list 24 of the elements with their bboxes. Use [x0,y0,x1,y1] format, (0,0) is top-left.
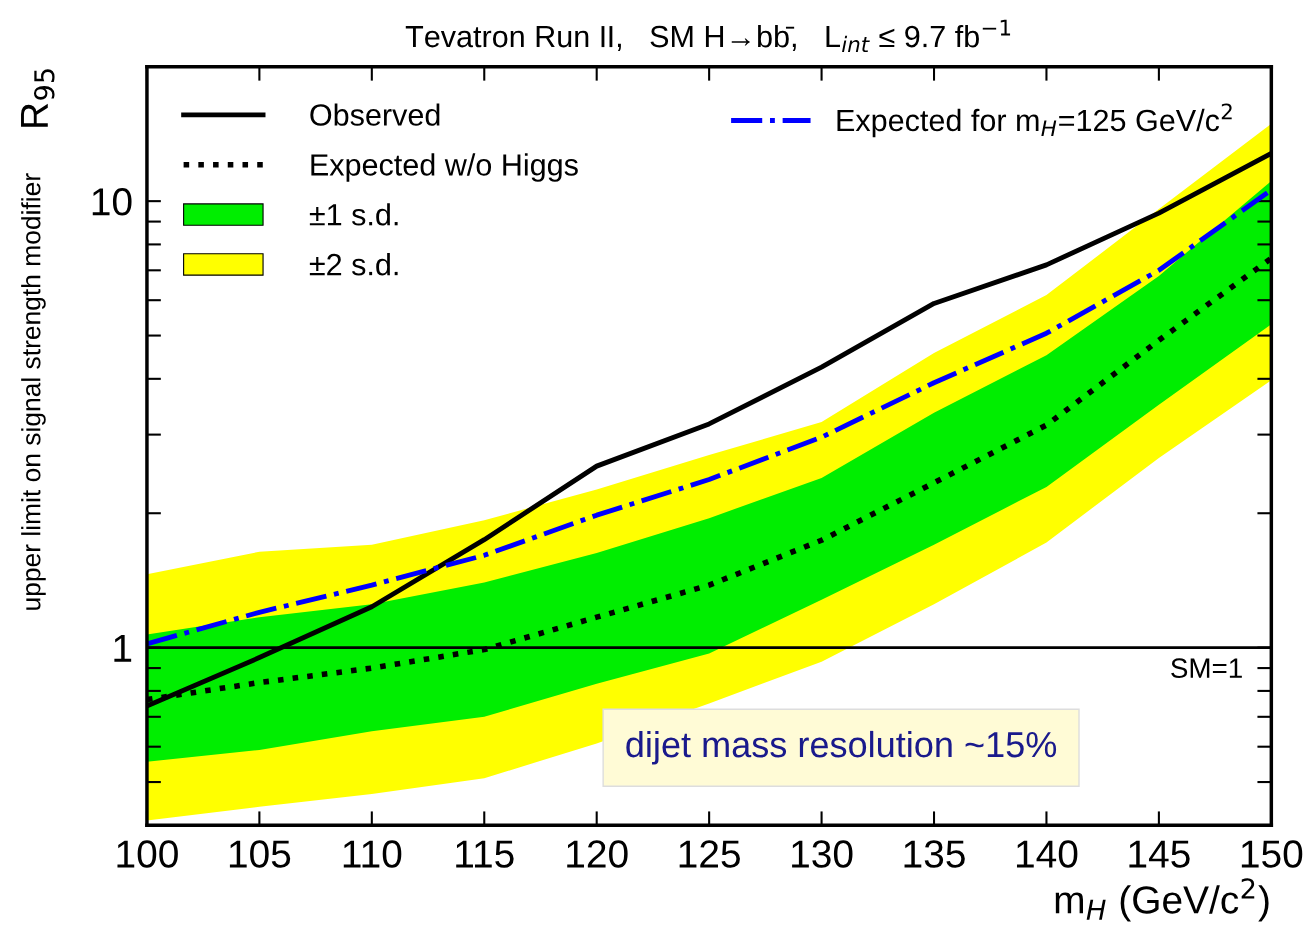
x-tick-label: 145 [1129,840,1190,868]
legend-label: Expected for m$_{H}$=125 GeV/c$^{2}$ [837,103,1232,138]
legend-label: Observed [310,103,440,126]
ref-line-label: SM=1 [1171,658,1242,678]
x-tick-label: 125 [679,840,740,868]
legend-label: ±1 s.d. [309,203,398,226]
x-tick-label: 100 [117,840,178,868]
x-tick-label: 120 [567,840,628,868]
legend-label: Expected w/o Higgs [311,153,578,182]
x-tick-label: 115 [456,840,514,868]
x-axis-title: m$_{H}$ (GeV/c$^{2}$) [1055,878,1269,922]
y-tick-label: 1 [114,634,132,662]
y-axis-title: upper limit on signal strength modifier [21,173,46,610]
x-tick-label: 150 [1241,840,1303,868]
x-tick-label: 140 [1016,840,1078,868]
legend-label: ±2 s.d. [309,253,398,276]
chart-title: Tevatron Run II, SM H→bb̄, L$_{int}$ ≤ 9.7 fb$^{−1}$ [405,19,1011,53]
x-tick-label: 135 [904,840,965,868]
x-tick-label: 110 [343,840,402,868]
annotation: dijet mass resolution ~15% [626,730,1057,765]
y-tick-label: 10 [92,188,132,216]
x-tick-label: 105 [229,840,291,868]
text: R$_{95}$ [21,69,55,127]
x-tick-label: 130 [792,840,853,868]
